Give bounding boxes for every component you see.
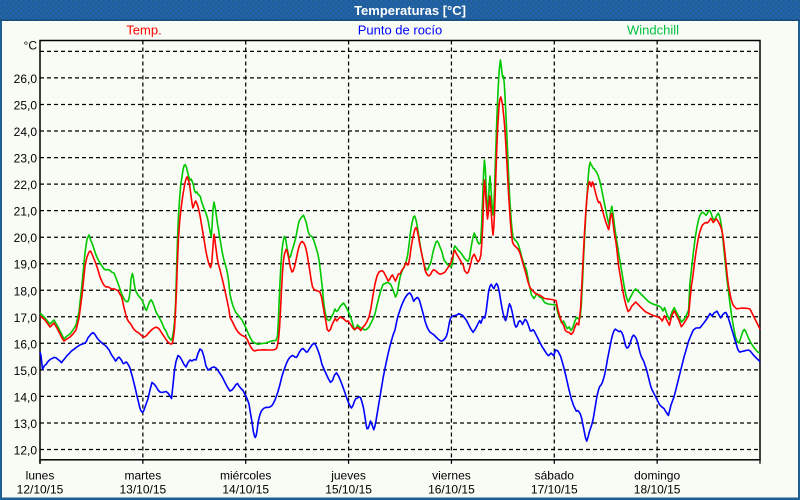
svg-text:13/10/15: 13/10/15	[120, 483, 167, 497]
svg-text:17,0: 17,0	[14, 311, 38, 325]
svg-text:18/10/15: 18/10/15	[634, 483, 681, 497]
svg-text:21,0: 21,0	[14, 205, 38, 219]
svg-text:16/10/15: 16/10/15	[428, 483, 475, 497]
svg-text:Temp.: Temp.	[126, 23, 161, 38]
svg-text:12,0: 12,0	[14, 444, 38, 458]
svg-text:16,0: 16,0	[14, 337, 38, 351]
svg-text:25,0: 25,0	[14, 99, 38, 113]
svg-text:domingo: domingo	[634, 469, 680, 483]
svg-text:18,0: 18,0	[14, 284, 38, 298]
svg-text:sábado: sábado	[535, 469, 575, 483]
svg-text:17/10/15: 17/10/15	[531, 483, 578, 497]
svg-text:22,0: 22,0	[14, 178, 38, 192]
svg-text:14,0: 14,0	[14, 390, 38, 404]
svg-text:14/10/15: 14/10/15	[222, 483, 269, 497]
svg-text:lunes: lunes	[26, 469, 55, 483]
svg-text:13,0: 13,0	[14, 417, 38, 431]
svg-text:Windchill: Windchill	[627, 23, 679, 38]
svg-text:viernes: viernes	[432, 469, 471, 483]
svg-text:15,0: 15,0	[14, 364, 38, 378]
svg-text:miércoles: miércoles	[220, 469, 271, 483]
svg-text:Temperaturas [°C]: Temperaturas [°C]	[354, 3, 466, 18]
svg-text:20,0: 20,0	[14, 231, 38, 245]
svg-text:24,0: 24,0	[14, 125, 38, 139]
svg-text:Punto de rocío: Punto de rocío	[358, 23, 443, 38]
svg-text:19,0: 19,0	[14, 258, 38, 272]
svg-text:12/10/15: 12/10/15	[17, 483, 64, 497]
svg-text:15/10/15: 15/10/15	[325, 483, 372, 497]
svg-text:23,0: 23,0	[14, 152, 38, 166]
svg-text:26,0: 26,0	[14, 72, 38, 86]
svg-text:martes: martes	[125, 469, 162, 483]
svg-text:jueves: jueves	[330, 469, 366, 483]
svg-text:°C: °C	[24, 39, 38, 53]
